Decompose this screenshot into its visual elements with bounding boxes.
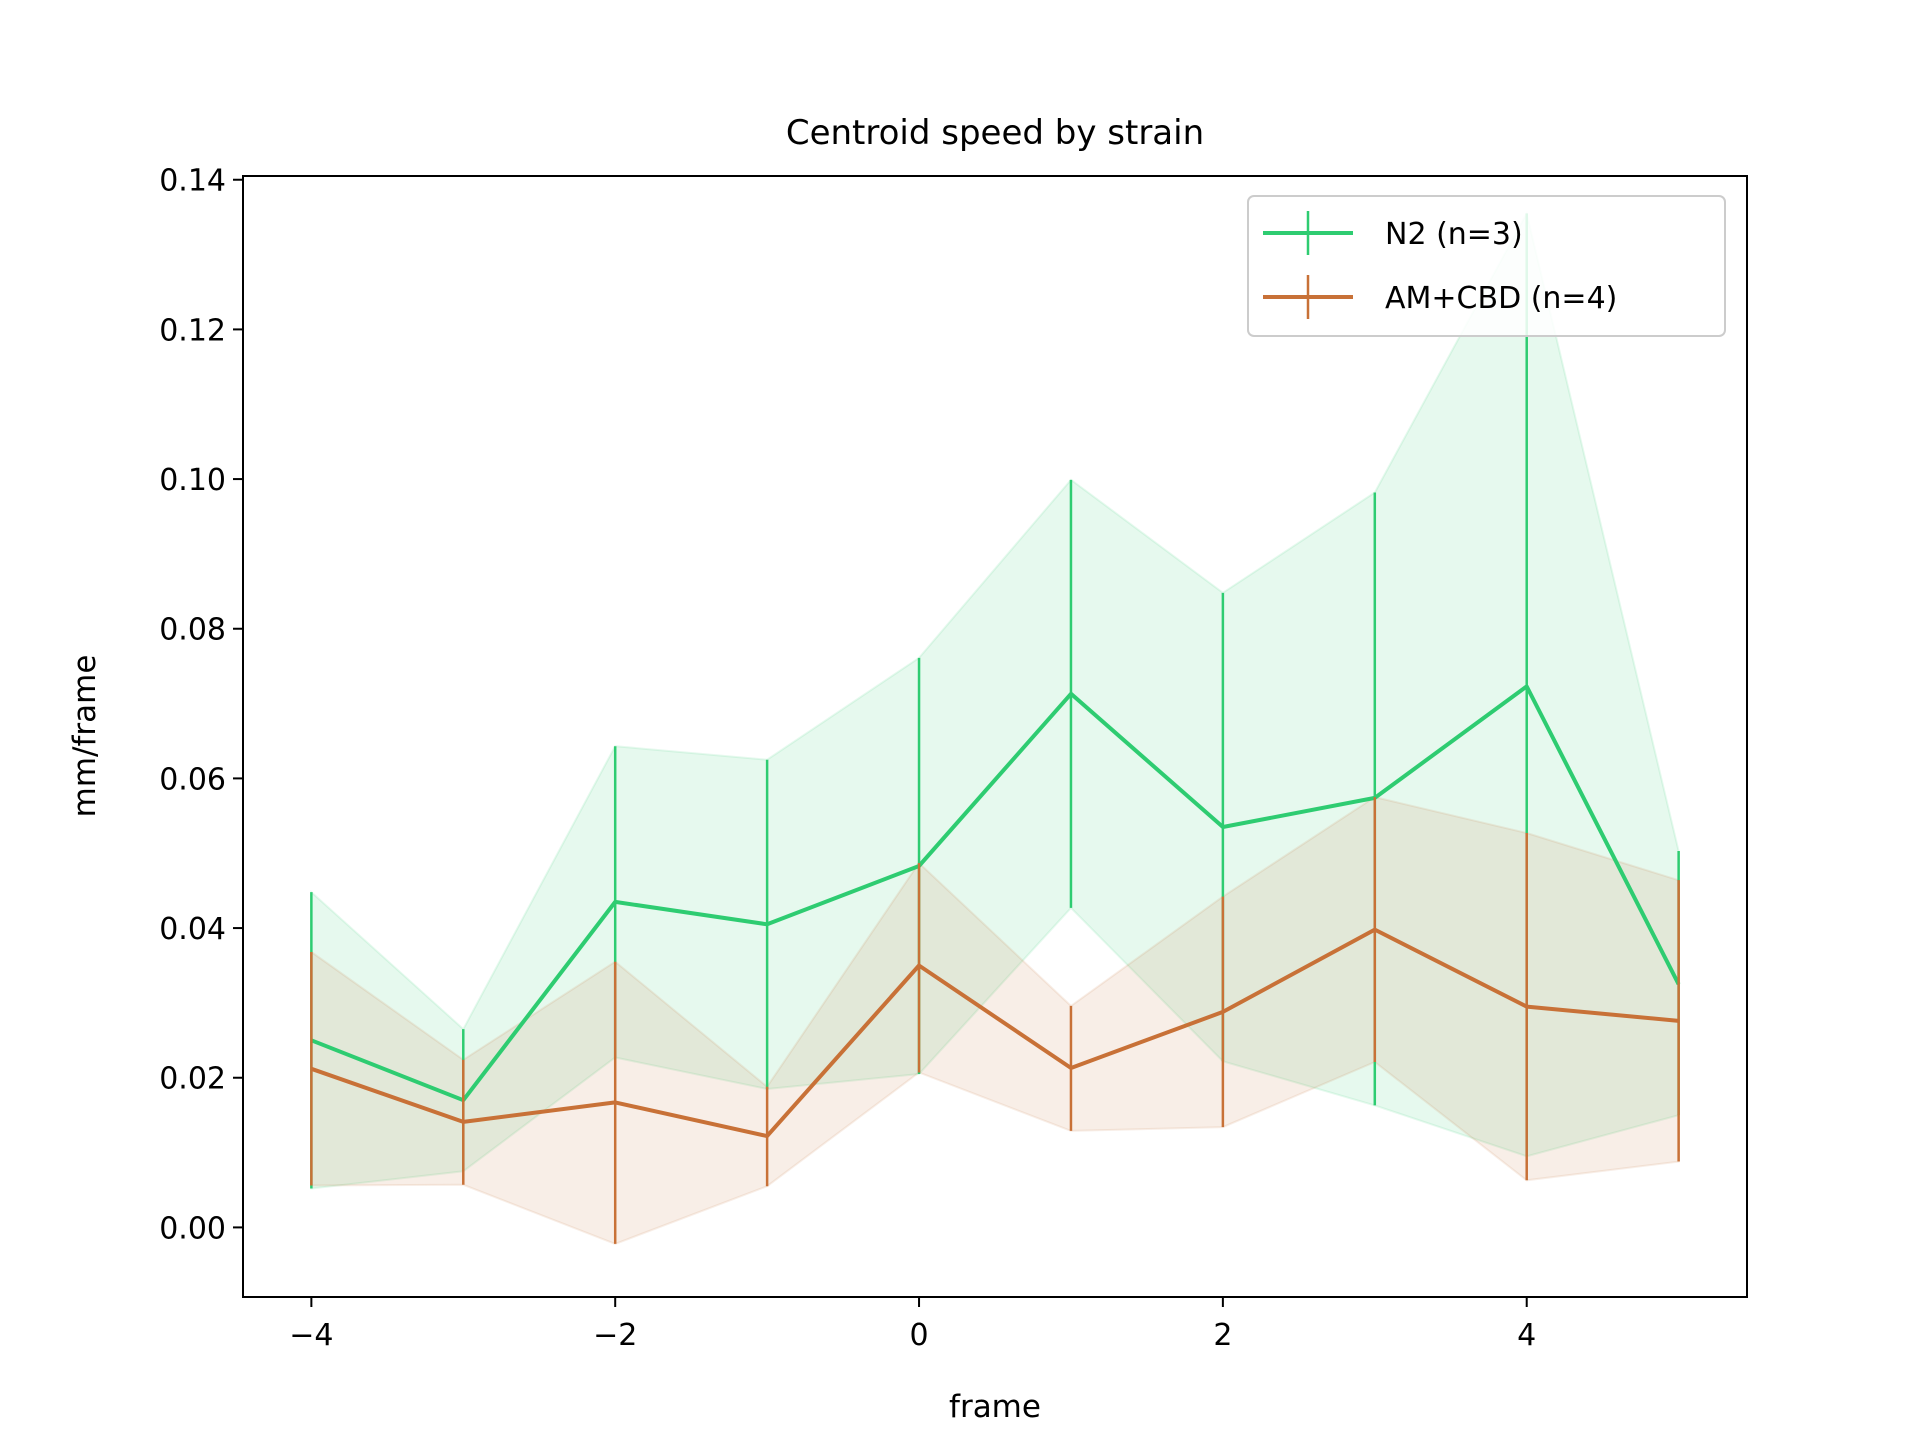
series-0-line xyxy=(310,684,1681,1103)
plot-area xyxy=(310,210,1681,1245)
y-tick-label: 0.14 xyxy=(159,164,226,199)
y-tick-label: 0.08 xyxy=(159,613,226,648)
x-axis-label: frame xyxy=(949,1389,1041,1425)
y-tick-label: 0.04 xyxy=(159,912,226,947)
x-tick-label: 0 xyxy=(909,1318,928,1353)
x-tick-label: 4 xyxy=(1517,1318,1536,1353)
legend-box xyxy=(1247,195,1726,337)
series-1-error-band xyxy=(310,796,1680,1245)
legend: N2 (n=3) AM+CBD (n=4) xyxy=(1247,195,1726,337)
plot-frame xyxy=(242,175,1748,1298)
y-tick-label: 0.10 xyxy=(159,463,226,498)
x-tick-label: −4 xyxy=(289,1318,333,1353)
x-tick-label: −2 xyxy=(593,1318,637,1353)
chart-title: Centroid speed by strain xyxy=(786,113,1204,153)
legend-label: AM+CBD (n=4) xyxy=(1385,281,1617,316)
y-axis: 0.00 0.02 0.04 0.06 0.08 0.10 0.12 0.14 xyxy=(159,164,243,1246)
x-axis: −4 −2 0 2 4 xyxy=(289,1297,1536,1353)
x-tick-label: 2 xyxy=(1213,1318,1232,1353)
y-tick-label: 0.12 xyxy=(159,313,226,348)
y-tick-label: 0.06 xyxy=(159,762,226,797)
series-1-line xyxy=(310,927,1679,1139)
y-tick-label: 0.00 xyxy=(159,1211,226,1246)
legend-label: N2 (n=3) xyxy=(1385,217,1523,252)
y-axis-label: mm/frame xyxy=(67,655,103,818)
y-tick-label: 0.02 xyxy=(159,1062,226,1097)
